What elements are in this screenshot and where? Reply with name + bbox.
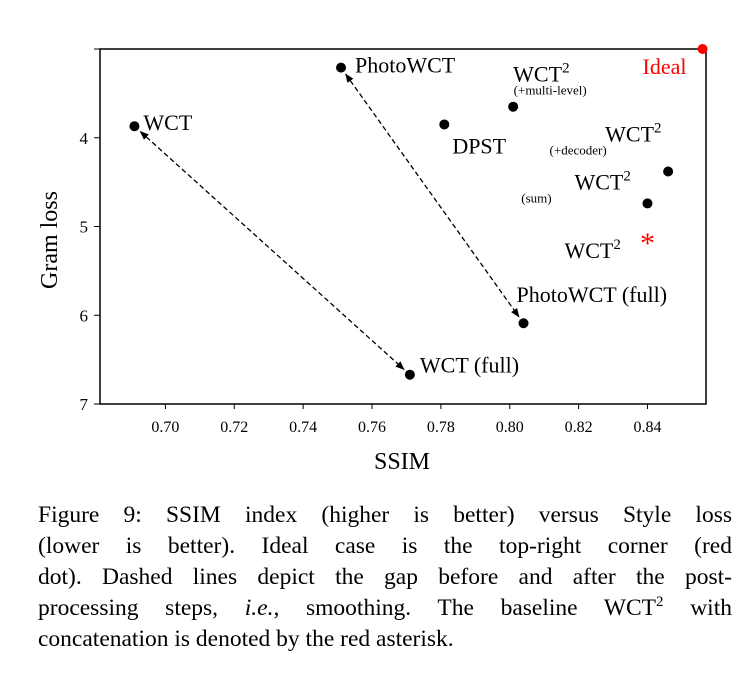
data-point <box>663 166 674 177</box>
data-point <box>508 101 519 112</box>
point-label: WCT2 <box>574 168 630 194</box>
y-tick-label: 7 <box>80 395 89 414</box>
x-tick-label: 0.74 <box>289 419 317 436</box>
caption-line: processing steps, i.e., smoothing. The b… <box>38 593 732 624</box>
caption-superscript: 2 <box>656 594 664 610</box>
y-tick-label: 4 <box>80 129 89 148</box>
y-tick-label: 5 <box>80 218 89 237</box>
caption-text: processing steps, <box>38 595 245 621</box>
x-tick-label: 0.72 <box>220 419 248 436</box>
point-label: WCT2 <box>513 61 569 87</box>
caption-italic: i.e. <box>244 595 274 621</box>
x-tick-label: 0.76 <box>358 419 386 436</box>
point-label: PhotoWCT (full) <box>517 282 668 307</box>
data-point <box>129 121 140 132</box>
point-label: DPST <box>452 133 506 158</box>
caption-line: dot). Dashed lines depict the gap before… <box>38 564 732 590</box>
axes: 0.70 0.72 0.74 0.76 0.78 0.80 0.82 0.84 4 5 6 7 <box>80 48 707 436</box>
data-point <box>404 369 415 380</box>
point-label: WCT2 <box>605 120 661 146</box>
arrows <box>139 73 520 370</box>
y-tick-label: 6 <box>80 306 89 325</box>
point-label: WCT <box>143 110 192 135</box>
data-point-asterisk: * <box>640 227 655 260</box>
scatter-chart: 0.70 0.72 0.74 0.76 0.78 0.80 0.82 0.84 4 5 6 7 Ide… <box>37 44 708 475</box>
point-label: Ideal <box>643 54 687 79</box>
x-tick-label: 0.84 <box>633 419 661 436</box>
x-tick-label: 0.82 <box>565 419 593 436</box>
x-axis-label: SSIM <box>374 449 430 475</box>
caption-line: Figure 9: SSIM index (higher is better) … <box>38 502 732 528</box>
data-point <box>439 119 450 130</box>
dashed-arrow <box>345 73 520 318</box>
caption-text: , smoothing. The baseline WCT <box>273 595 657 621</box>
x-tick-label: 0.70 <box>151 419 179 436</box>
caption-line: concatenation is denoted by the red aste… <box>38 626 454 652</box>
y-axis-label: Gram loss <box>37 191 63 289</box>
plot-frame <box>99 48 707 405</box>
point-sublabel: (+decoder) <box>550 142 607 157</box>
point-sublabel: (sum) <box>521 190 551 205</box>
x-tick-label: 0.80 <box>496 419 524 436</box>
point-sublabel: (+multi-level) <box>514 83 587 98</box>
dashed-arrow <box>139 130 405 370</box>
point-label: WCT (full) <box>420 353 519 378</box>
figure-caption: Figure 9: SSIM index (higher is better) … <box>38 500 732 655</box>
data-point <box>518 318 529 329</box>
point-label: WCT2 <box>564 237 620 263</box>
data-point <box>642 198 653 209</box>
data-point <box>697 44 708 54</box>
x-tick-label: 0.78 <box>427 419 455 436</box>
caption-line: (lower is better). Ideal case is the top… <box>38 533 732 559</box>
point-label: PhotoWCT <box>355 53 456 78</box>
caption-text: with <box>663 595 732 621</box>
data-points: IdealPhotoWCTWCTDPSTWCT2(+multi-level)WC… <box>129 44 708 380</box>
data-point <box>336 62 347 73</box>
